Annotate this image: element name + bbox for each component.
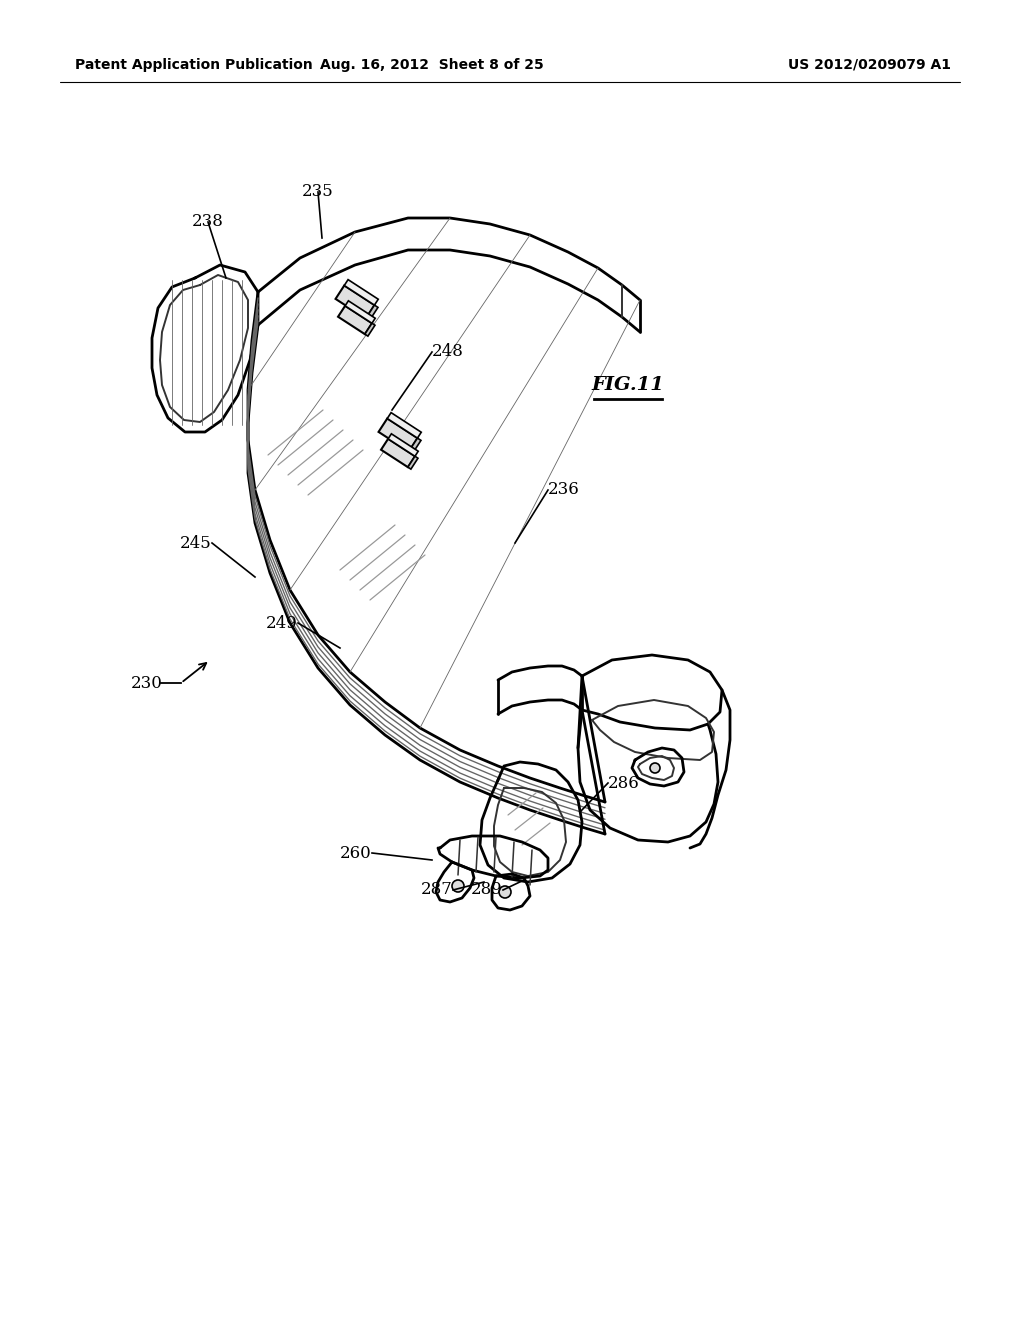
- Bar: [344, 280, 378, 305]
- Text: Patent Application Publication: Patent Application Publication: [75, 58, 312, 73]
- Bar: [379, 418, 418, 451]
- Circle shape: [650, 763, 660, 774]
- Text: Aug. 16, 2012  Sheet 8 of 25: Aug. 16, 2012 Sheet 8 of 25: [321, 58, 544, 73]
- Text: 245: 245: [180, 535, 212, 552]
- Bar: [387, 413, 421, 438]
- Bar: [338, 306, 372, 334]
- Circle shape: [499, 886, 511, 898]
- Text: 286: 286: [608, 775, 640, 792]
- Bar: [408, 457, 418, 469]
- Text: 249: 249: [266, 615, 298, 631]
- Bar: [345, 301, 375, 323]
- Text: 287: 287: [421, 882, 453, 899]
- Text: 289: 289: [471, 882, 503, 899]
- Bar: [409, 438, 421, 454]
- Text: US 2012/0209079 A1: US 2012/0209079 A1: [788, 58, 951, 73]
- Bar: [381, 438, 415, 467]
- Text: 238: 238: [193, 214, 224, 231]
- Text: 260: 260: [340, 845, 372, 862]
- Bar: [336, 285, 375, 318]
- Text: 236: 236: [548, 482, 580, 499]
- Text: 230: 230: [131, 675, 163, 692]
- Text: 235: 235: [302, 183, 334, 201]
- Bar: [388, 434, 418, 457]
- Text: 248: 248: [432, 343, 464, 360]
- Bar: [366, 305, 378, 321]
- Bar: [365, 323, 375, 337]
- Text: FIG.11: FIG.11: [592, 376, 665, 393]
- Circle shape: [452, 880, 464, 892]
